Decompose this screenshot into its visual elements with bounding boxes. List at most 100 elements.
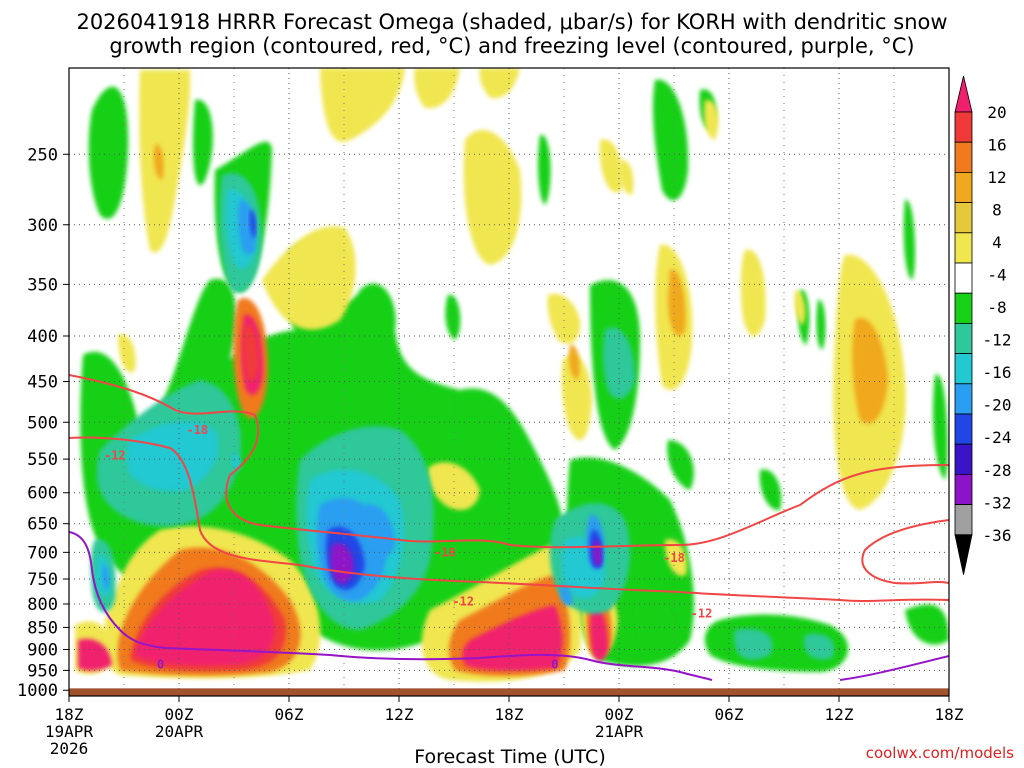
omega-region-green-12 <box>759 469 782 511</box>
omega-region-green-19 <box>634 599 680 652</box>
omega-region-dblue-77 <box>249 209 257 238</box>
omega-region-green-9 <box>652 79 689 201</box>
colorbar-label: 20 <box>987 103 1006 122</box>
omega-region-green-7 <box>537 134 551 205</box>
colorbar-swatch <box>954 262 973 294</box>
chart-title-line2: growth region (contoured, red, °C) and f… <box>109 34 914 58</box>
colorbar: 20 16 12 8 4 -4 -8 -12 -16 -20 -24 -28 -32 -36 <box>954 75 1012 575</box>
omega-region-green-8 <box>445 294 461 340</box>
ground-surface <box>69 688 949 696</box>
colorbar-label: 12 <box>987 168 1006 187</box>
x-tick-label: 12Z <box>825 705 854 724</box>
omega-region-gold-42 <box>668 269 686 336</box>
colorbar-swatch <box>954 534 973 575</box>
colorbar-swatch <box>954 473 973 505</box>
contour-label: -12 <box>691 607 713 621</box>
colorbar-swatch <box>954 292 973 324</box>
contour-minus12-line <box>69 436 949 602</box>
omega-region-yellow-32 <box>794 290 806 325</box>
omega-region-pink-51 <box>135 569 275 666</box>
omega-region-cyan-65 <box>126 421 219 492</box>
colorbar-swatch <box>954 504 973 536</box>
contour-minus12-loop <box>861 519 949 585</box>
colorbar-label: -32 <box>983 493 1012 512</box>
omega-region-yellow-29 <box>561 354 592 440</box>
y-tick-label: 1000 <box>17 681 58 701</box>
omega-region-pink-53 <box>590 604 608 661</box>
contour-lines: -18 -12 -18 -12 -18 -12 0 0 <box>69 374 949 681</box>
omega-region-yellow-41 <box>664 539 687 576</box>
colorbar-swatch <box>954 75 973 113</box>
omega-region-yellow-36 <box>427 462 480 510</box>
colorbar-swatch <box>954 232 973 264</box>
omega-region-teal-61 <box>734 628 773 660</box>
y-tick-label: 900 <box>27 641 58 661</box>
colorbar-label: 8 <box>992 201 1002 220</box>
colorbar-label: -16 <box>983 363 1012 382</box>
x-tick-date: 21APR <box>595 722 644 741</box>
omega-shading <box>75 68 949 682</box>
y-tick-label: 950 <box>27 661 58 681</box>
y-tick-label: 850 <box>27 618 58 638</box>
colorbar-label: -12 <box>983 331 1012 350</box>
y-tick-label: 350 <box>27 275 58 295</box>
colorbar-label: -4 <box>987 266 1006 285</box>
omega-region-teal-62 <box>804 633 835 660</box>
omega-region-green-16 <box>933 374 948 480</box>
omega-region-pink-54 <box>78 638 112 671</box>
omega-region-yellow-27 <box>262 226 356 330</box>
contour-freezing-line <box>69 531 713 681</box>
y-tick-label: 500 <box>27 413 58 433</box>
chart-title-line1: 2026041918 HRRR Forecast Omega (shaded, … <box>76 10 947 34</box>
y-tick-label: 600 <box>27 484 58 504</box>
omega-region-yellow-20 <box>139 70 191 253</box>
colorbar-label: -28 <box>983 461 1012 480</box>
colorbar-swatch <box>954 171 973 203</box>
omega-region-red-81 <box>243 324 259 382</box>
omega-region-yellow-35 <box>704 99 719 140</box>
colorbar-label: 16 <box>987 136 1006 155</box>
omega-region-yellow-31 <box>741 249 766 337</box>
omega-region-yellow-23 <box>479 68 520 99</box>
omega-region-gold-45 <box>568 344 580 380</box>
contour-freezing-line-right <box>839 655 949 681</box>
y-axis: 250 300 350 400 450 500 550 600 650 700 750 800 850 9… <box>17 145 69 701</box>
colorbar-label: 4 <box>992 233 1002 252</box>
omega-region-blue-73 <box>559 584 573 606</box>
y-tick-label: 550 <box>27 450 58 470</box>
colorbar-swatch <box>954 383 973 415</box>
y-tick-label: 400 <box>27 327 58 347</box>
x-tick-label: 06Z <box>715 705 744 724</box>
x-tick-label: 00Z <box>165 705 194 724</box>
y-tick-label: 750 <box>27 570 58 590</box>
credit-text: coolwx.com/models <box>866 744 1014 762</box>
omega-region-green-11 <box>667 440 694 490</box>
colorbar-swatch <box>954 111 973 143</box>
y-tick-label: 250 <box>27 145 58 165</box>
colorbar-swatch <box>954 413 973 445</box>
contour-label: 0 <box>551 657 558 671</box>
ground-fill <box>69 688 949 696</box>
x-tick-year: 2026 <box>50 739 89 758</box>
y-tick-label: 700 <box>27 543 58 563</box>
colorbar-swatch <box>954 202 973 234</box>
contour-label: -18 <box>434 545 456 559</box>
omega-region-yellow-21 <box>320 68 405 142</box>
x-tick-label: 18Z <box>495 705 524 724</box>
y-tick-label: 650 <box>27 515 58 535</box>
contour-label: -12 <box>104 449 126 463</box>
omega-region-yellow-34 <box>118 334 136 373</box>
y-tick-label: 450 <box>27 373 58 393</box>
omega-region-yellow-26 <box>619 159 634 195</box>
omega-region-green-17 <box>704 614 849 672</box>
omega-region-blue-74 <box>102 564 110 590</box>
x-tick-label: 18Z <box>935 705 964 724</box>
omega-region-yellow-25 <box>599 139 623 193</box>
omega-region-green-0 <box>88 86 129 219</box>
colorbar-swatch <box>954 443 973 475</box>
omega-region-gold-43 <box>852 318 888 424</box>
colorbar-swatch <box>954 353 973 385</box>
x-tick-date: 20APR <box>155 722 204 741</box>
